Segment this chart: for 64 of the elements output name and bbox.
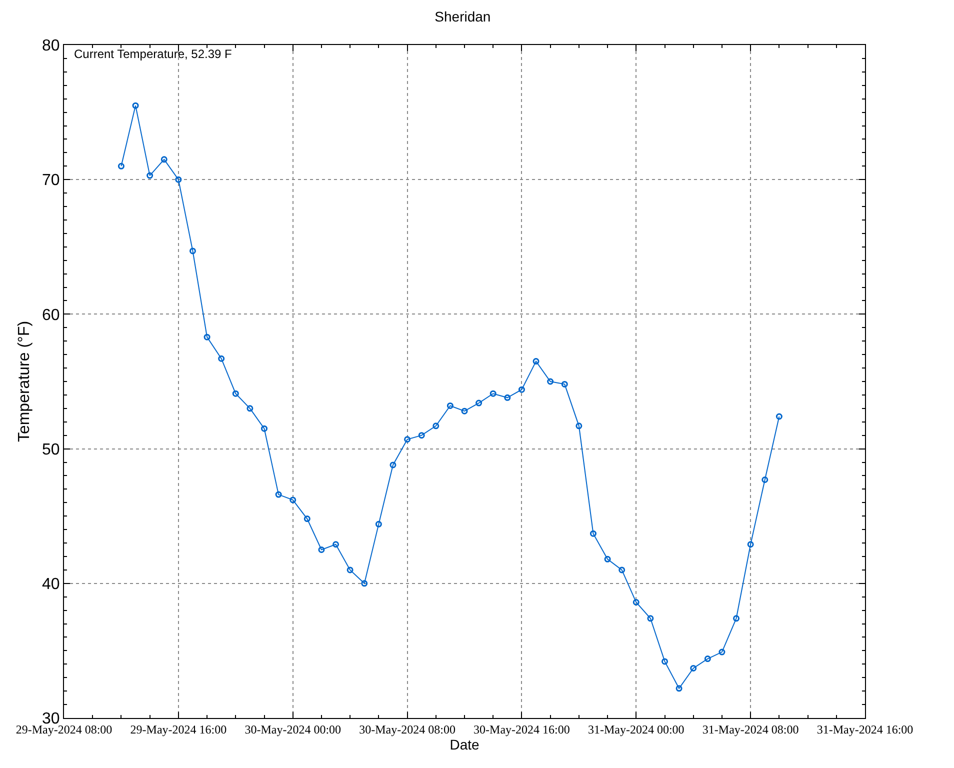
point bbox=[618, 566, 626, 574]
point bbox=[175, 176, 182, 183]
point bbox=[246, 405, 254, 412]
point bbox=[189, 248, 196, 254]
point bbox=[218, 355, 225, 362]
y-tick-label: 80 bbox=[42, 38, 60, 55]
point bbox=[461, 408, 468, 414]
point bbox=[232, 390, 239, 397]
point bbox=[576, 422, 582, 430]
point bbox=[418, 432, 425, 439]
y-tick-label: 70 bbox=[42, 172, 60, 190]
y-tick-label: 50 bbox=[42, 441, 60, 458]
point bbox=[446, 402, 454, 409]
point bbox=[747, 541, 754, 548]
point bbox=[733, 615, 740, 622]
y-tick-label: 40 bbox=[42, 576, 60, 593]
point bbox=[146, 172, 154, 179]
y-tick-label: 60 bbox=[42, 306, 60, 324]
point bbox=[490, 390, 496, 397]
point bbox=[590, 530, 596, 537]
point bbox=[390, 462, 396, 468]
y-axis-title: Temperature (°F) bbox=[16, 320, 33, 442]
y-tick-label: 30 bbox=[42, 710, 60, 728]
point bbox=[547, 378, 554, 385]
point bbox=[762, 476, 768, 484]
chart-title: Sheridan bbox=[434, 8, 491, 24]
point bbox=[704, 656, 711, 662]
point bbox=[504, 394, 511, 401]
point bbox=[690, 664, 697, 672]
x-tick-label: 31-May-2024 16:00 bbox=[816, 722, 914, 736]
point bbox=[561, 380, 568, 388]
point bbox=[776, 413, 782, 420]
point bbox=[476, 400, 482, 406]
x-tick-label: 31-May-2024 00:00 bbox=[588, 722, 684, 736]
point bbox=[432, 422, 440, 430]
x-tick-label: 29-May-2024 16:00 bbox=[130, 722, 227, 736]
x-tick-label: 30-May-2024 16:00 bbox=[474, 722, 570, 736]
point bbox=[318, 546, 325, 553]
annotation: Current Temperature, 52.39 F bbox=[74, 47, 232, 61]
point bbox=[604, 556, 611, 562]
point bbox=[404, 436, 411, 443]
point bbox=[346, 566, 354, 574]
point bbox=[261, 425, 268, 432]
x-axis-title: Date bbox=[450, 736, 480, 753]
point bbox=[132, 102, 139, 109]
point bbox=[275, 491, 282, 498]
point bbox=[518, 386, 525, 393]
point bbox=[718, 648, 726, 656]
point bbox=[632, 598, 640, 606]
point bbox=[676, 685, 682, 692]
point bbox=[332, 541, 340, 548]
point bbox=[118, 162, 124, 170]
x-tick-label: 30-May-2024 08:00 bbox=[359, 722, 456, 736]
point bbox=[204, 334, 210, 340]
point bbox=[160, 156, 168, 163]
point bbox=[375, 520, 382, 528]
point bbox=[361, 580, 368, 587]
point bbox=[662, 658, 668, 665]
x-tick-label: 30-May-2024 00:00 bbox=[244, 722, 342, 736]
point bbox=[647, 615, 654, 622]
point bbox=[290, 496, 296, 504]
point bbox=[304, 516, 310, 522]
point bbox=[532, 358, 540, 365]
x-tick-label: 31-May-2024 08:00 bbox=[702, 722, 799, 736]
